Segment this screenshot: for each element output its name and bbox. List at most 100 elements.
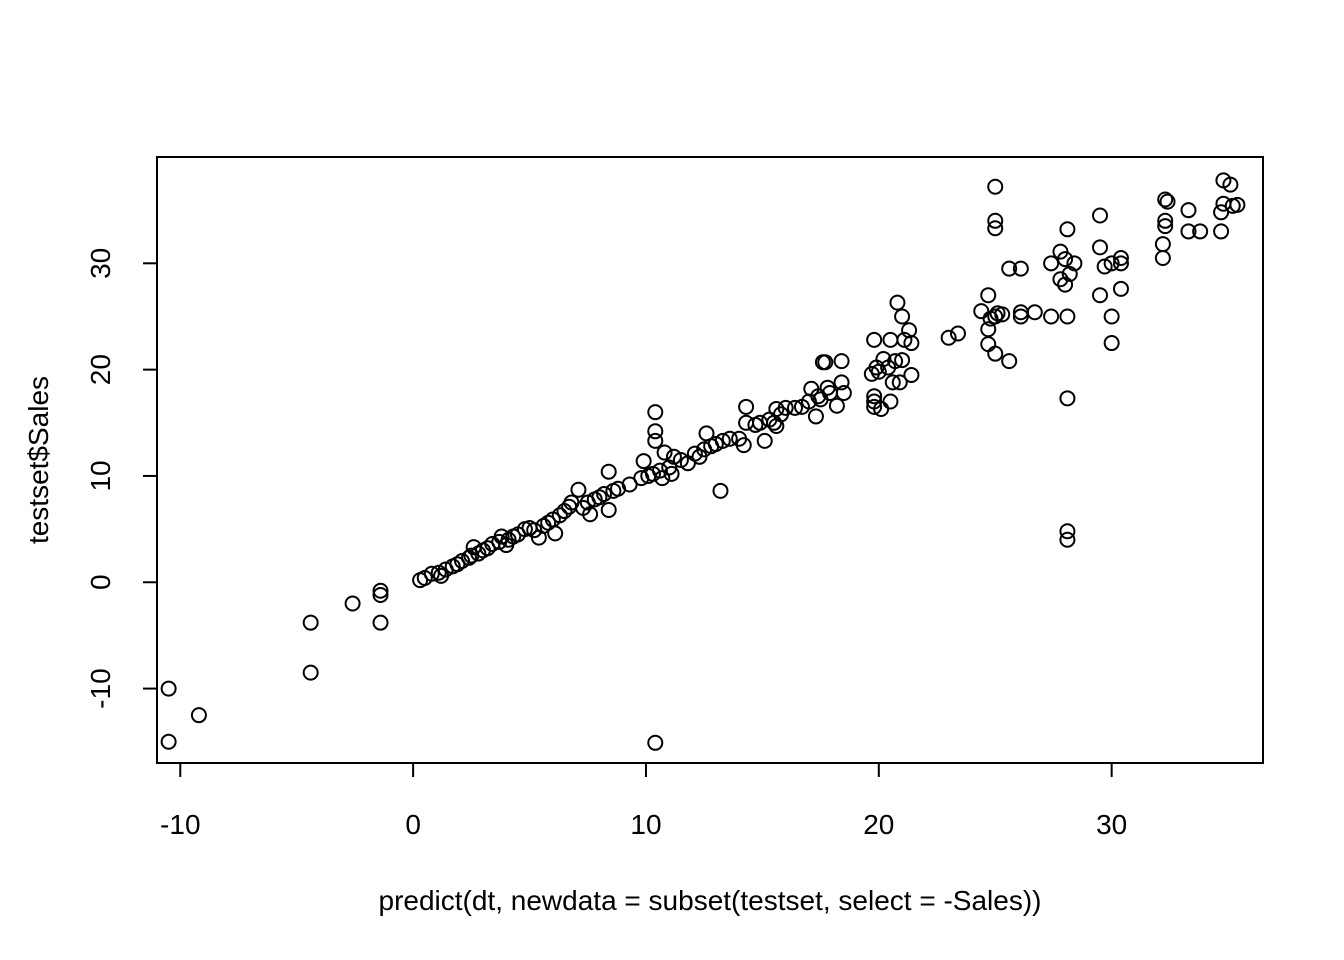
data-point	[302, 664, 319, 681]
data-point	[835, 385, 852, 402]
data-point	[1154, 250, 1171, 266]
data-point	[372, 614, 389, 631]
data-point	[647, 423, 664, 440]
data-point	[735, 437, 752, 454]
data-point	[1157, 191, 1174, 208]
data-point	[1103, 308, 1120, 325]
data-point	[949, 325, 966, 342]
data-point	[547, 525, 564, 542]
x-tick-label: 20	[863, 809, 894, 840]
data-point	[663, 465, 680, 482]
data-point	[1059, 308, 1076, 325]
data-point	[600, 501, 617, 518]
data-point	[651, 462, 668, 479]
x-tick-label: -10	[160, 809, 200, 840]
data-point	[887, 353, 904, 370]
data-point	[866, 331, 883, 348]
data-point	[656, 444, 673, 461]
data-point	[891, 374, 908, 391]
data-point	[372, 582, 389, 599]
data-point	[738, 414, 755, 431]
data-point	[1059, 390, 1076, 407]
data-point	[1159, 193, 1176, 210]
data-point	[190, 707, 207, 724]
data-point	[591, 489, 608, 506]
data-point	[786, 399, 803, 416]
data-point	[302, 614, 319, 631]
data-point	[551, 507, 568, 524]
data-point	[882, 393, 899, 410]
y-tick-label: -10	[85, 668, 116, 708]
data-point	[882, 331, 899, 348]
data-point	[777, 399, 794, 416]
data-point	[903, 366, 920, 383]
data-point	[980, 336, 997, 353]
data-point	[810, 388, 827, 405]
data-point	[1043, 255, 1060, 272]
data-point	[1059, 531, 1076, 548]
plot-frame	[156, 156, 1264, 764]
data-point	[647, 404, 664, 421]
x-axis-label: predict(dt, newdata = subset(testset, se…	[379, 885, 1042, 916]
data-point	[1026, 304, 1043, 321]
data-point	[738, 398, 755, 415]
data-point	[903, 335, 920, 352]
data-point	[1012, 260, 1029, 277]
data-point	[721, 430, 738, 447]
data-point	[1154, 236, 1171, 253]
data-point	[570, 481, 587, 498]
data-point	[1057, 251, 1074, 268]
data-point	[1192, 223, 1209, 240]
y-tick-label: 0	[85, 574, 116, 590]
data-point	[866, 398, 883, 415]
data-point	[1103, 335, 1120, 352]
data-point	[756, 432, 773, 449]
data-point	[1001, 260, 1018, 277]
data-point	[1157, 218, 1174, 235]
data-point	[712, 482, 729, 499]
data-point	[1043, 308, 1060, 325]
y-tick-label: 20	[85, 354, 116, 385]
data-point	[987, 212, 1004, 229]
data-point	[596, 486, 613, 503]
y-tick-label: 10	[85, 460, 116, 491]
data-point	[647, 432, 664, 449]
data-point	[994, 306, 1011, 323]
y-tick-label: 30	[85, 248, 116, 279]
data-point	[1180, 223, 1197, 240]
y-axis-label: testset$Sales	[23, 376, 54, 544]
data-point	[1112, 280, 1129, 297]
data-point	[1092, 287, 1109, 304]
data-point	[600, 463, 617, 480]
data-point	[884, 374, 901, 391]
data-point	[833, 353, 850, 370]
data-point	[866, 388, 883, 405]
data-point	[344, 595, 361, 612]
data-point	[1157, 212, 1174, 229]
data-point	[1112, 255, 1129, 272]
data-point	[768, 400, 785, 417]
data-points	[160, 172, 1246, 751]
data-point	[1103, 255, 1120, 272]
data-point	[894, 352, 911, 369]
data-point	[980, 287, 997, 304]
data-point	[372, 587, 389, 604]
data-point	[1059, 523, 1076, 540]
data-point	[1222, 176, 1239, 193]
data-point	[461, 549, 478, 566]
data-point	[973, 303, 990, 320]
data-point	[833, 374, 850, 391]
data-point	[1061, 265, 1078, 282]
data-point	[889, 294, 906, 311]
y-axis: -10 0 10 20 30	[85, 248, 158, 709]
data-point	[1052, 271, 1069, 288]
data-point	[160, 733, 177, 750]
x-tick-label: 30	[1096, 809, 1127, 840]
data-point	[714, 432, 731, 449]
data-point	[987, 220, 1004, 237]
data-point	[1180, 202, 1197, 219]
data-point	[1092, 207, 1109, 224]
data-point	[940, 329, 957, 346]
data-point	[1215, 195, 1232, 212]
